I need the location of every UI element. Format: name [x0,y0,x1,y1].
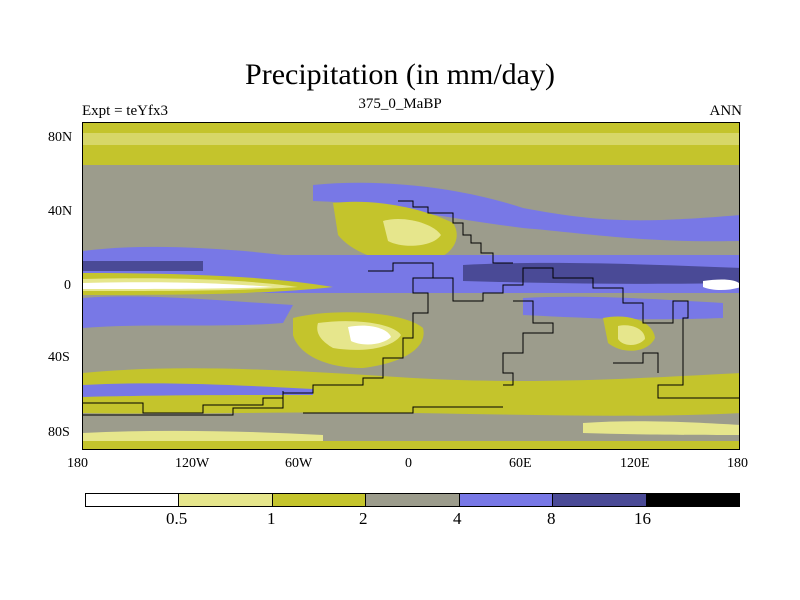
coastline-antarctic [83,391,284,414]
south-polar-band [83,441,739,449]
north-pale-band [83,133,739,145]
y-tick-label: 40S [48,350,70,365]
coastline-australia [613,352,659,373]
season-label: ANN [709,103,743,119]
coastline-east [433,267,739,399]
x-tick-label: 120W [175,456,210,471]
itcz-navy-west [83,261,203,271]
colorbar-label: 16 [634,509,651,528]
south-blue-streak [83,383,313,397]
colorbar-label: 1 [267,509,276,528]
x-tick-label: 60W [285,456,313,471]
x-tick-label: 0 [405,456,412,471]
south-white-patch [348,325,391,345]
y-tick-label: 80S [48,425,70,440]
colorbar-bin [86,494,180,506]
colorbar-bin [553,494,647,506]
y-tick-label: 0 [64,278,71,293]
map-svg [83,123,739,449]
south-pale-streak [583,421,739,435]
x-tick-label: 120E [620,456,650,471]
plot-title: Precipitation (in mm/day) [245,58,555,91]
equatorial-white-tongue [83,282,273,289]
coastline-north [398,200,513,264]
x-tick-label: 180 [67,456,88,471]
x-tick-label: 60E [509,456,532,471]
east-white-patch [703,279,739,290]
colorbar-bin [459,494,554,506]
colorbar-bin [366,494,460,506]
colorbar-label: 2 [359,509,368,528]
coastline-south [303,406,503,414]
north-pale-zone [383,218,441,246]
experiment-label: Expt = teYfx3 [82,103,168,119]
colorbar-label: 0.5 [166,509,188,528]
precipitation-map [82,122,740,450]
y-tick-label: 40N [48,204,73,219]
colorbar [85,493,740,507]
colorbar-bin [646,494,739,506]
australia-pale [618,325,645,345]
colorbar-label: 4 [453,509,462,528]
north-storm-track [313,182,739,242]
colorbar-bin [272,494,367,506]
south-pacific-blue [83,296,293,328]
coastline-central [502,300,554,386]
x-tick-label: 180 [727,456,748,471]
coastlines [83,200,739,416]
age-label: 375_0_MaBP [358,96,442,112]
y-tick-label: 80N [48,130,73,145]
colorbar-label: 8 [547,509,556,528]
south-olive-belt [83,368,739,416]
colorbar-bin [179,494,273,506]
